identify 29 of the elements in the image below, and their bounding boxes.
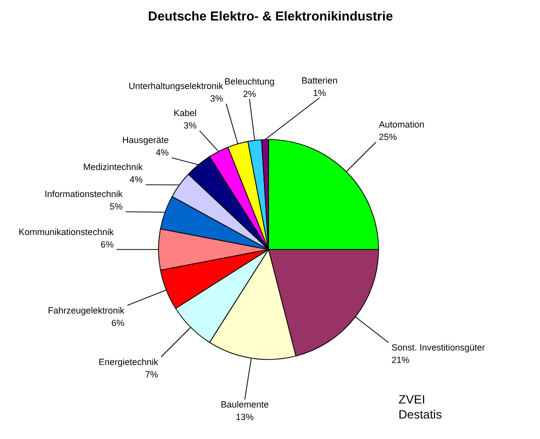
data-label: 5% bbox=[110, 202, 123, 212]
data-label: 1% bbox=[312, 88, 326, 98]
slice-label: Informationstechnik bbox=[44, 189, 124, 200]
data-label: 6% bbox=[111, 318, 124, 328]
text: Destatis bbox=[398, 408, 442, 422]
data-label: 2% bbox=[242, 88, 256, 99]
slice-label: Automation bbox=[378, 120, 424, 130]
data-label: 3% bbox=[184, 120, 197, 131]
slice-label: Beleuchtung bbox=[224, 76, 274, 86]
slice-label: Kommunikationstechnik bbox=[18, 227, 114, 237]
data-label: 21% bbox=[391, 355, 410, 366]
data-label: 4% bbox=[130, 174, 143, 185]
text: ZVEI bbox=[398, 392, 426, 406]
data-label: 25% bbox=[378, 132, 397, 142]
slice-label: Kabel bbox=[174, 108, 197, 118]
chart-title: Deutsche Elektro- & Elektronikindustrie bbox=[148, 8, 393, 24]
data-label: 3% bbox=[210, 94, 224, 104]
slice-label: Fahrzeugelektronik bbox=[48, 305, 125, 316]
slice-label: Batterien bbox=[301, 75, 338, 86]
slice-label: Baulemente bbox=[220, 399, 269, 410]
slice-label: Unterhaltungselektronik bbox=[128, 81, 224, 92]
data-label: 4% bbox=[156, 148, 169, 158]
data-label: 6% bbox=[100, 240, 114, 250]
slice-label: Medizintechnik bbox=[83, 162, 144, 172]
slice-label: Sonst. Investitionsgüter bbox=[391, 342, 486, 353]
data-label: 7% bbox=[145, 369, 158, 380]
slice-label: Hausgeräte bbox=[122, 135, 169, 146]
slice-label: Energietechnik bbox=[98, 356, 159, 367]
data-label: 13% bbox=[236, 412, 254, 422]
